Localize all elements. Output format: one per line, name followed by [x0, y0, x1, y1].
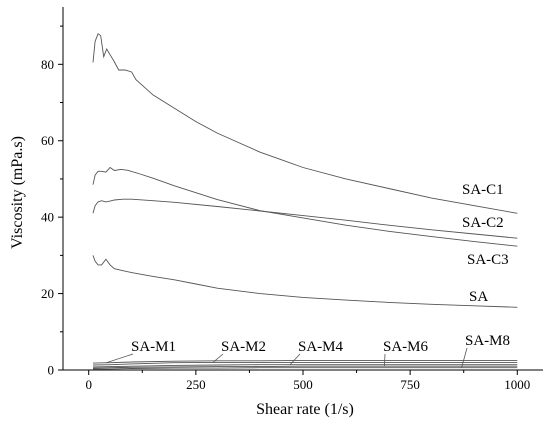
x-tick-label: 750 [400, 377, 420, 392]
y-ticks: 0 20 40 60 80 [41, 25, 63, 378]
y-tick-label: 20 [41, 286, 54, 301]
y-tick-label: 0 [48, 363, 55, 378]
series-label-sa-c2: SA-C2 [462, 215, 504, 231]
series-label-sa-c1: SA-C1 [462, 182, 504, 198]
x-tick-label: 500 [293, 377, 313, 392]
x-axis-title: Shear rate (1/s) [256, 401, 354, 418]
leader-line-sa-m1 [105, 353, 134, 364]
y-tick-label: 40 [41, 210, 54, 225]
y-tick-label: 80 [41, 57, 54, 72]
series-label-sa-m6: SA-M6 [383, 339, 429, 355]
series-line-sa-m4 [92, 364, 518, 368]
series-label-sa-m8: SA-M8 [465, 333, 510, 349]
leader-line-sa-m4 [289, 353, 301, 365]
series-label-sa-m1: SA-M1 [131, 339, 176, 355]
leader-line-sa-m2 [212, 353, 224, 363]
x-tick-label: 250 [186, 377, 206, 392]
series-label-sa-m2: SA-M2 [221, 339, 266, 355]
series-line-sa [92, 255, 518, 308]
series-labels: SA-C1 SA-C2 SA-C3 SA SA-M1 SA-M2 SA-M4 SA-M6 SA-… [105, 182, 510, 368]
series-curves [92, 32, 518, 370]
series-line-sa-c2 [92, 198, 518, 239]
series-line-sa-c3 [92, 166, 518, 247]
leader-line-sa-m6 [384, 353, 386, 367]
x-ticks: 0 250 500 750 1000 [85, 370, 530, 392]
x-tick-label: 0 [85, 377, 92, 392]
leader-line-sa-m8 [461, 347, 468, 368]
series-line-sa-m6 [92, 365, 518, 369]
series-label-sa-m4: SA-M4 [298, 339, 344, 355]
series-line-sa-c1 [92, 32, 518, 214]
series-label-sa: SA [469, 289, 488, 305]
series-line-sa-m2 [92, 361, 518, 366]
y-tick-label: 60 [41, 133, 54, 148]
y-axis-title: Viscosity (mPa.s) [9, 136, 26, 249]
x-tick-label: 1000 [504, 377, 530, 392]
series-label-sa-c3: SA-C3 [467, 252, 509, 268]
series-line-sa-m1 [92, 359, 518, 364]
series-line-sa-m8 [93, 367, 518, 370]
